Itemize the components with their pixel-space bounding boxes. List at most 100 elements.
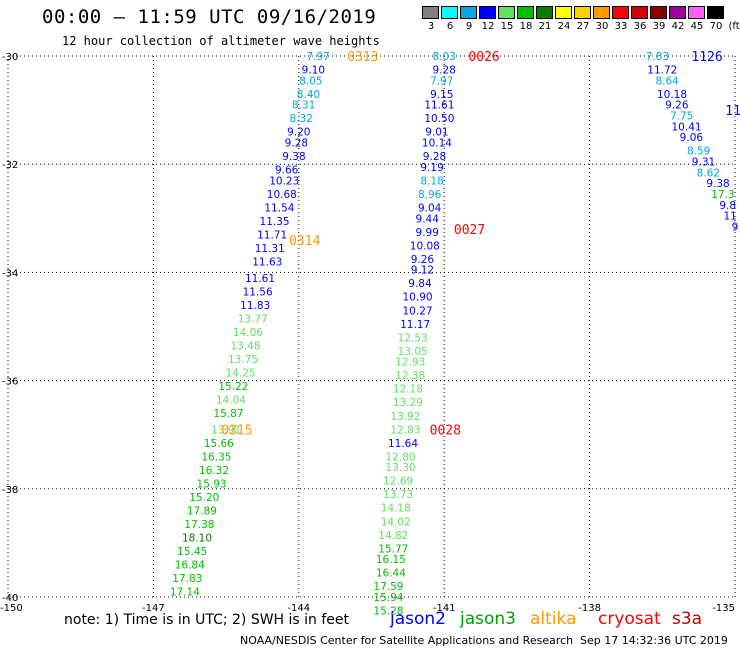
wave-height-value: 12.93 <box>395 357 425 369</box>
wave-height-value: 13.29 <box>393 397 423 409</box>
wave-height-value: 12.83 <box>390 424 420 436</box>
wave-height-value: 11.54 <box>264 202 294 214</box>
legend-label-9: 9 <box>465 21 473 32</box>
wave-height-value: 10.68 <box>267 189 297 201</box>
wave-height-value: 9.66 <box>275 165 299 177</box>
legend-label-21: 21 <box>538 21 552 32</box>
lon-label: -138 <box>578 603 601 614</box>
wave-height-value: 9.99 <box>416 227 439 239</box>
wave-height-value: 10.08 <box>410 240 440 252</box>
wave-height-value: 12.18 <box>393 384 423 396</box>
wave-height-value: 15.87 <box>213 408 243 420</box>
lon-label: -135 <box>712 603 735 614</box>
wave-height-value: 12.53 <box>398 332 428 344</box>
wave-height-value: 11.61 <box>245 273 275 285</box>
satellite-jason3: jason3 <box>460 609 516 629</box>
wave-height-value: 13.75 <box>228 354 258 366</box>
legend-label-70: 70 <box>709 21 723 32</box>
wave-height-value: 15.77 <box>378 543 408 555</box>
wave-height-value: 15.66 <box>204 438 234 450</box>
wave-height-value: 12.69 <box>383 476 413 488</box>
wave-height-value: 9.84 <box>408 278 432 290</box>
legend-label-45: 45 <box>690 21 704 32</box>
wave-height-value: 8.40 <box>297 89 320 101</box>
pass-time-label: 0027 <box>454 223 485 238</box>
legend-swatch-12 <box>479 6 496 19</box>
wave-height-value: 14.82 <box>378 530 408 542</box>
wave-height-value: 16.35 <box>201 451 231 463</box>
legend-swatch-9 <box>460 6 477 19</box>
wave-height-value: 8.03 <box>433 51 456 63</box>
pass-time-label: 0028 <box>430 423 461 438</box>
legend-label-33: 33 <box>614 21 628 32</box>
wave-height-value: 9.44 <box>416 213 440 225</box>
wave-height-value: 9.12 <box>411 265 434 277</box>
wave-height-value: 15.94 <box>373 592 403 604</box>
wave-height-value: 11.83 <box>240 300 270 312</box>
wave-height-value: 11.17 <box>400 319 430 331</box>
wave-height-value: 9.20 <box>287 127 310 139</box>
legend-swatch-18 <box>517 6 534 19</box>
wave-height-value: 18.10 <box>182 532 212 544</box>
wave-height-value: 13.77 <box>238 313 268 325</box>
wave-height-value: 9.15 <box>430 89 453 101</box>
satellite-jason2: jason2 <box>390 609 446 629</box>
wave-height-value: 14.18 <box>381 503 411 515</box>
wave-height-value: 14.04 <box>216 395 246 407</box>
wave-height-value: 13.73 <box>383 489 413 501</box>
wave-height-value: 10.27 <box>403 305 433 317</box>
legend-swatch-30 <box>593 6 610 19</box>
wave-height-value: 8.32 <box>290 113 313 125</box>
wave-height-value: 17.14 <box>170 587 200 599</box>
wave-height-value: 11.61 <box>424 100 454 112</box>
credit-text: NOAA/NESDIS Center for Satellite Applica… <box>240 634 574 647</box>
wave-height-value: 13.30 <box>386 462 416 474</box>
legend-swatch-45 <box>688 6 705 19</box>
legend-label-24: 24 <box>557 21 571 32</box>
legend-swatch-21 <box>536 6 553 19</box>
wave-height-value: 16.84 <box>175 560 205 572</box>
lat-label: -32 <box>2 160 18 171</box>
wave-height-value: 9.10 <box>302 65 325 77</box>
pass-time-label: 0313 <box>347 50 378 65</box>
wave-height-value: 11.72 <box>647 65 677 77</box>
lon-label: -147 <box>142 603 165 614</box>
pass-time-label: 11 <box>725 104 740 119</box>
legend-unit: (ft) <box>728 21 740 32</box>
footer-note: note: 1) Time is in UTC; 2) SWH is in fe… <box>64 612 350 628</box>
legend-label-30: 30 <box>595 21 609 32</box>
wave-height-value: 12.38 <box>395 370 425 382</box>
map-title: 00:00 – 11:59 UTC 09/16/2019 <box>42 6 377 28</box>
wave-height-value: 7.97 <box>306 51 329 63</box>
wave-height-value: 16.44 <box>376 568 406 580</box>
pass-time-label: 0315 <box>221 423 252 438</box>
wave-height-value: 13.05 <box>398 346 428 358</box>
pass-time-label: 1126 <box>691 50 722 65</box>
wave-height-value: 9.31 <box>692 156 715 168</box>
wave-height-value: 13.92 <box>390 411 420 423</box>
legend-label-36: 36 <box>633 21 647 32</box>
legend-label-18: 18 <box>519 21 533 32</box>
lat-label: -30 <box>2 52 18 63</box>
wave-height-value: 11.35 <box>260 216 290 228</box>
legend-swatch-33 <box>612 6 629 19</box>
wave-height-value: 9.28 <box>423 151 446 163</box>
legend-swatch-70 <box>707 6 724 19</box>
wave-height-value: 9 <box>732 221 739 233</box>
lat-label: -38 <box>2 485 18 496</box>
wave-height-value: 15.22 <box>218 381 248 393</box>
wave-height-value: 13.91 <box>211 424 241 436</box>
wave-height-value: 15.93 <box>197 478 227 490</box>
wave-height-value: 10.90 <box>403 292 433 304</box>
lat-label: -40 <box>2 593 18 604</box>
wave-height-value: 11.64 <box>388 438 418 450</box>
wave-height-value: 8.31 <box>292 100 315 112</box>
legend-swatch-39 <box>650 6 667 19</box>
wave-height-value: 9.06 <box>680 132 704 144</box>
wave-height-value: 16.32 <box>199 465 229 477</box>
wave-height-value: 12.80 <box>386 451 416 463</box>
timestamp: Sep 17 14:32:36 UTC 2019 <box>580 634 728 647</box>
legend-swatch-27 <box>574 6 591 19</box>
wave-height-value: 14.02 <box>381 516 411 528</box>
wave-height-value: 8.05 <box>299 75 322 87</box>
